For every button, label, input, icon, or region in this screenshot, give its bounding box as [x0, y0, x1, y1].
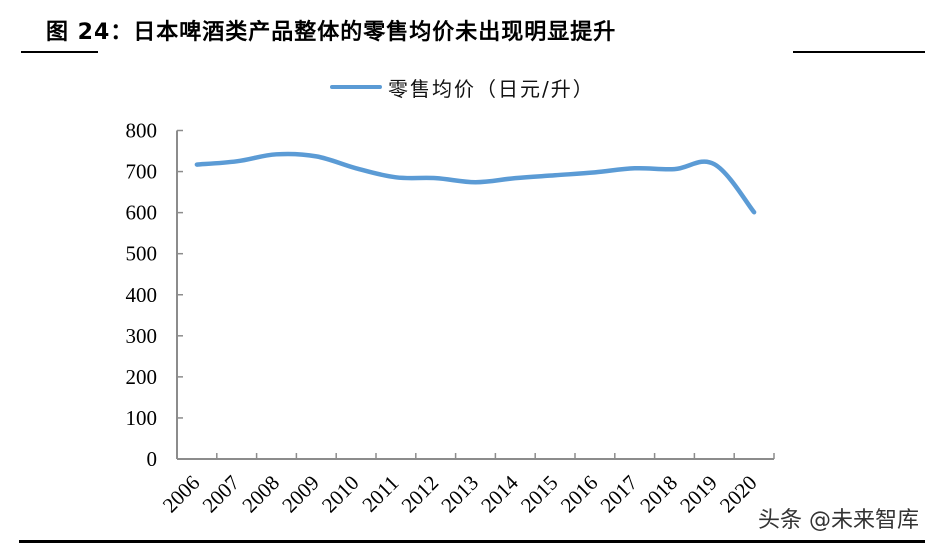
x-tick-label: 2009 — [277, 471, 324, 518]
x-tick-label: 2012 — [397, 471, 444, 518]
y-tick-label: 500 — [126, 242, 158, 266]
y-tick-label: 600 — [126, 201, 158, 225]
x-tick-label: 2018 — [635, 471, 682, 518]
y-tick-label: 0 — [147, 447, 158, 471]
y-tick-label: 200 — [126, 365, 158, 389]
x-tick-label: 2017 — [596, 471, 643, 518]
bottom-rule — [19, 540, 925, 543]
x-tick-label: 2019 — [675, 471, 722, 518]
title-rule-right — [793, 51, 925, 53]
y-tick-label: 800 — [126, 119, 158, 143]
x-axis: 2006200720082009201020112012201320142015… — [158, 453, 775, 518]
legend-line-swatch — [330, 85, 382, 89]
x-tick-label: 2020 — [715, 471, 762, 518]
x-tick-label: 2007 — [198, 471, 245, 518]
x-tick-label: 2015 — [516, 471, 563, 518]
x-tick-label: 2014 — [476, 470, 523, 517]
legend-label: 零售均价（日元/升） — [388, 76, 595, 101]
y-tick-label: 300 — [126, 324, 158, 348]
title-rule-left — [21, 51, 98, 53]
y-tick-label: 100 — [126, 406, 158, 430]
x-tick-label: 2010 — [317, 471, 364, 518]
series-line — [194, 151, 757, 215]
watermark: 头条 @未来智库 — [758, 508, 919, 533]
x-tick-label: 2008 — [237, 471, 284, 518]
x-tick-label: 2013 — [436, 471, 483, 518]
chart-legend: 零售均价（日元/升） — [330, 74, 595, 101]
y-axis: 0 100 200 300 400 500 600 700 800 — [126, 119, 183, 471]
x-tick-label: 2016 — [556, 471, 603, 518]
y-tick-label: 400 — [126, 283, 158, 307]
chart-title: 图 24：日本啤酒类产品整体的零售均价未出现明显提升 — [46, 20, 617, 45]
y-tick-label: 700 — [126, 160, 158, 184]
x-tick-label: 2011 — [357, 471, 403, 517]
x-tick-label: 2006 — [158, 471, 205, 518]
